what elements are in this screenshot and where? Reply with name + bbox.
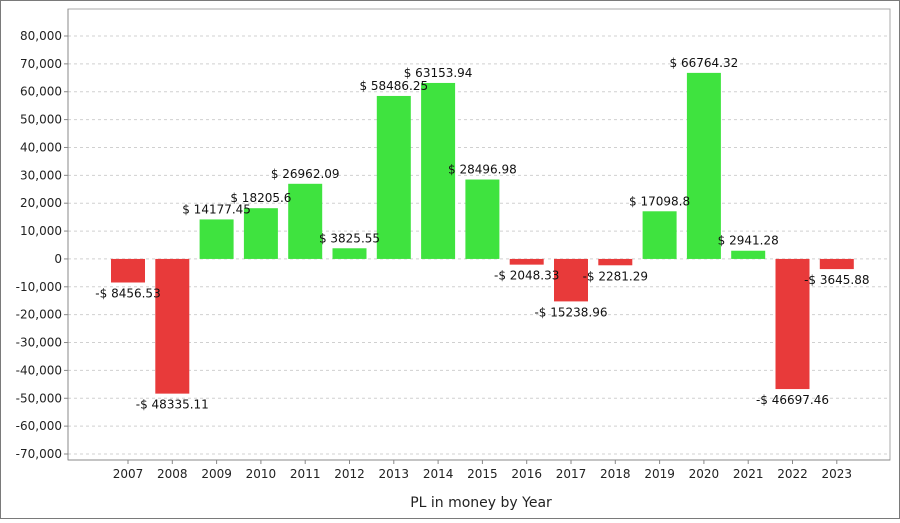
y-tick-label: 70,000 bbox=[20, 57, 62, 71]
bar-2015 bbox=[465, 179, 500, 259]
data-label: -$ 2281.29 bbox=[583, 269, 648, 283]
bar-2014 bbox=[421, 82, 456, 259]
data-label: -$ 3645.88 bbox=[804, 273, 869, 287]
data-label: -$ 48335.11 bbox=[136, 398, 209, 412]
y-tick-label: 60,000 bbox=[20, 85, 62, 99]
x-tick-label: 2022 bbox=[777, 467, 808, 481]
y-tick-label: 20,000 bbox=[20, 196, 62, 210]
y-tick-label: -30,000 bbox=[16, 336, 62, 350]
bar-2017 bbox=[554, 258, 588, 302]
data-labels: -$ 8456.53 -$ 48335.11 $ 14177.45$ 18205.6… bbox=[95, 56, 869, 412]
data-label: $ 26962.09 bbox=[271, 167, 340, 181]
data-label: $ 28496.98 bbox=[448, 163, 517, 177]
x-tick-label: 2016 bbox=[511, 467, 542, 481]
data-label: $ 18205.6 bbox=[230, 191, 291, 205]
y-tick-label: -20,000 bbox=[16, 308, 62, 322]
bar-2018 bbox=[598, 258, 633, 266]
data-label: $ 14177.45 bbox=[182, 202, 251, 216]
bar-2013 bbox=[376, 95, 411, 259]
bar-2008 bbox=[155, 258, 190, 394]
data-label: $ 2941.28 bbox=[718, 234, 779, 248]
data-label: -$ 8456.53 bbox=[95, 286, 160, 300]
bar-2016 bbox=[509, 258, 544, 265]
data-label: $ 17098.8 bbox=[629, 194, 690, 208]
data-label: $ 66764.32 bbox=[670, 56, 739, 70]
axes: 80,000 70,000 60,000 50,000 40,000 30,000 20,0… bbox=[16, 9, 890, 481]
y-tick-label: -60,000 bbox=[16, 419, 62, 433]
bar-2020 bbox=[686, 72, 721, 259]
data-label: $ 3825.55 bbox=[319, 231, 380, 245]
y-tick-label: 50,000 bbox=[20, 113, 62, 127]
x-tick-label: 2010 bbox=[246, 467, 277, 481]
x-tick-label: 2015 bbox=[467, 467, 498, 481]
data-label: -$ 46697.46 bbox=[756, 393, 829, 407]
bar-2021 bbox=[731, 250, 766, 259]
y-tick-label: -50,000 bbox=[16, 391, 62, 405]
data-label: $ 63153.94 bbox=[404, 66, 473, 80]
x-tick-label: 2008 bbox=[157, 467, 188, 481]
bar-2011 bbox=[288, 183, 323, 259]
y-tick-label: -40,000 bbox=[16, 363, 62, 377]
bar-2022 bbox=[775, 258, 810, 390]
x-tick-label: 2018 bbox=[600, 467, 631, 481]
x-tick-label: 2020 bbox=[689, 467, 720, 481]
x-tick-label: 2013 bbox=[379, 467, 410, 481]
y-tick-label: -70,000 bbox=[16, 447, 62, 461]
y-tick-label: 0 bbox=[54, 252, 62, 266]
x-tick-label: 2012 bbox=[334, 467, 365, 481]
y-tick-label: 80,000 bbox=[20, 29, 62, 43]
bar-2009 bbox=[199, 219, 234, 259]
bars bbox=[111, 72, 854, 394]
y-tick-label: 30,000 bbox=[20, 168, 62, 182]
x-tick-label: 2019 bbox=[644, 467, 675, 481]
bar-2019 bbox=[642, 211, 677, 259]
x-tick-label: 2007 bbox=[113, 467, 144, 481]
x-tick-label: 2017 bbox=[556, 467, 587, 481]
data-label: $ 58486.25 bbox=[359, 79, 428, 93]
y-tick-label: -10,000 bbox=[16, 280, 62, 294]
data-label: -$ 15238.96 bbox=[534, 305, 607, 319]
x-tick-label: 2023 bbox=[822, 467, 853, 481]
x-tick-label: 2021 bbox=[733, 467, 764, 481]
bar-2012 bbox=[332, 248, 367, 259]
bar-2023 bbox=[819, 258, 854, 270]
x-axis-title: PL in money by Year bbox=[410, 495, 552, 511]
y-tick-label: 40,000 bbox=[20, 140, 62, 154]
y-tick-label: 10,000 bbox=[20, 224, 62, 238]
x-tick-label: 2009 bbox=[201, 467, 232, 481]
x-tick-label: 2014 bbox=[423, 467, 454, 481]
data-label: -$ 2048.33 bbox=[494, 269, 559, 283]
bar-2010 bbox=[243, 208, 278, 259]
bar-2007 bbox=[111, 258, 145, 283]
x-tick-label: 2011 bbox=[290, 467, 321, 481]
